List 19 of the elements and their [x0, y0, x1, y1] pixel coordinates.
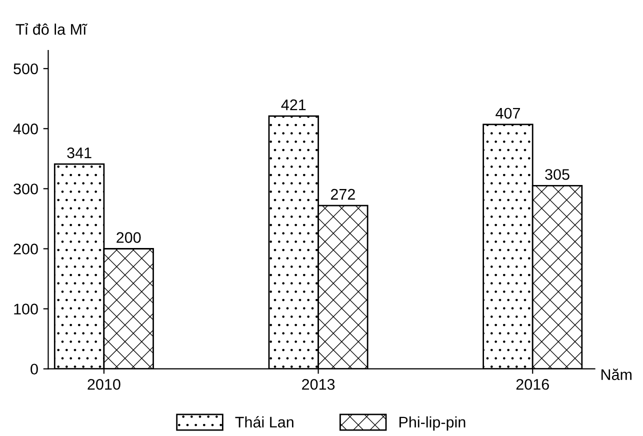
data-label: 200 — [116, 232, 141, 243]
x-tick-label: 2013 — [302, 378, 335, 390]
y-tick-label: 500 — [14, 63, 38, 74]
data-label: 421 — [281, 99, 306, 110]
y-axis-title: Tỉ đô la Mĩ — [16, 23, 88, 35]
y-tick-label: 200 — [14, 244, 38, 254]
data-label: 341 — [67, 147, 92, 158]
y-tick-label: 300 — [14, 184, 38, 194]
y-tick-label: 100 — [14, 304, 38, 314]
x-tick-label: 2016 — [516, 378, 549, 390]
data-label: 272 — [330, 188, 355, 200]
y-tick-label: 0 — [30, 364, 38, 375]
data-label: 407 — [496, 108, 520, 119]
x-axis-title: Năm — [601, 368, 632, 380]
x-tick-label: 2010 — [88, 378, 120, 390]
y-tick-label: 400 — [13, 124, 38, 134]
legend-label: Phi-lip-pin — [399, 416, 466, 431]
data-label: 305 — [545, 169, 570, 180]
legend-label: Thái Lan — [235, 416, 294, 428]
